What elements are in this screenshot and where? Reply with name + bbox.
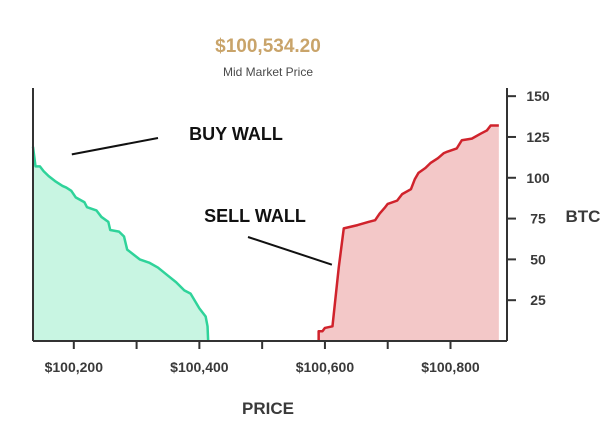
annotation-sell-wall-pointer: [247, 236, 333, 266]
ask-depth-line: [317, 124, 499, 341]
ask-depth-fill: [318, 125, 499, 342]
x-tick-label: $100,400: [170, 359, 229, 375]
y-tick-label: 75: [530, 211, 546, 227]
y-tick-label: 25: [530, 292, 546, 308]
annotation-buy-wall-pointer: [71, 137, 159, 156]
annotation-buy-wall: BUY WALL: [189, 124, 283, 144]
y-tick-label: 125: [526, 129, 550, 145]
annotation-sell-wall: SELL WALL: [204, 206, 306, 226]
mid-market-price-label: Mid Market Price: [223, 65, 313, 79]
y-tick-label: 50: [530, 251, 546, 267]
x-tick-label: $100,200: [45, 359, 104, 375]
mid-market-price: $100,534.20: [215, 36, 321, 57]
axis-ticks: $100,200 $100,400 $100,600 $100,800 25 50 75 10…: [45, 88, 550, 375]
x-tick-label: $100,600: [296, 359, 355, 375]
y-tick-label: 100: [526, 170, 550, 186]
bid-depth-fill: [33, 146, 209, 341]
y-axis-label: BTC: [566, 207, 601, 226]
x-axis-label: PRICE: [242, 399, 294, 418]
depth-areas: [31, 124, 499, 342]
bid-depth-line: [31, 146, 210, 342]
x-tick-label: $100,800: [421, 359, 480, 375]
axes: [32, 88, 508, 342]
y-tick-label: 150: [526, 88, 550, 104]
